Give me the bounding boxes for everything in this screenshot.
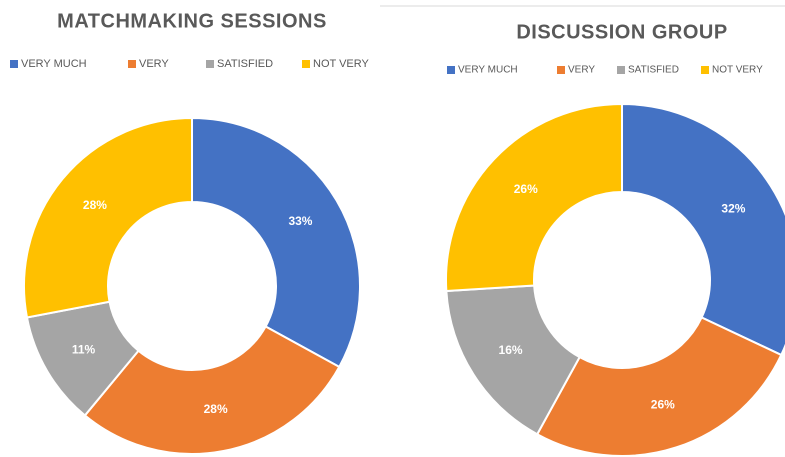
donut-slice (23, 116, 193, 319)
donut-slice (621, 102, 785, 357)
data-label: 28% (204, 402, 228, 416)
legend-swatch (128, 60, 136, 68)
data-label: 26% (514, 182, 538, 196)
data-label: 26% (651, 398, 675, 412)
donut-slice (83, 325, 341, 455)
legend-label: VERY MUCH (458, 65, 518, 76)
data-label: 28% (83, 198, 107, 212)
donut-slice (535, 316, 783, 457)
legend-swatch (617, 66, 625, 74)
legend-swatch (206, 60, 214, 68)
data-label: 32% (721, 201, 745, 215)
legend-label: NOT VERY (313, 58, 369, 70)
data-label: 33% (288, 214, 312, 228)
legend-swatch (10, 60, 18, 68)
legend-label: NOT VERY (712, 65, 763, 76)
data-label: 11% (72, 342, 96, 356)
legend-swatch (302, 60, 310, 68)
legend-label: VERY (568, 65, 595, 76)
legend-swatch (701, 66, 709, 74)
chart-title: DISCUSSION GROUP (516, 21, 727, 43)
donut-slice (445, 102, 623, 293)
legend-swatch (557, 66, 565, 74)
donut-slice (191, 116, 362, 369)
donut-slice (445, 284, 581, 436)
legend-swatch (447, 66, 455, 74)
legend-label: VERY MUCH (21, 58, 87, 70)
chart-title: MATCHMAKING SESSIONS (57, 10, 327, 32)
legend-label: SATISFIED (628, 65, 679, 76)
legend-label: VERY (139, 58, 169, 70)
legend-label: SATISFIED (217, 58, 273, 70)
data-label: 16% (499, 343, 523, 357)
